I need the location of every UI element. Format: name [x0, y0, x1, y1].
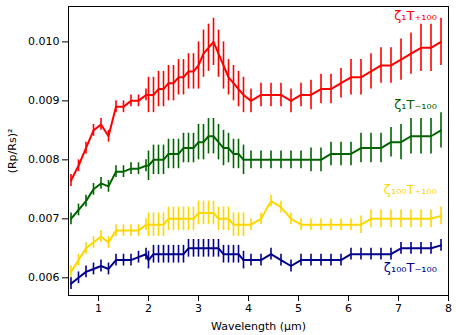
svg-text:3: 3	[195, 302, 202, 315]
svg-text:0.008: 0.008	[28, 153, 60, 166]
svg-text:7: 7	[395, 302, 402, 315]
svg-text:0.007: 0.007	[28, 212, 60, 225]
svg-text:4: 4	[245, 302, 252, 315]
svg-text:8: 8	[445, 302, 452, 315]
svg-text:2: 2	[145, 302, 152, 315]
svg-text:ζ₁T₋₁₀₀: ζ₁T₋₁₀₀	[394, 97, 437, 112]
svg-text:ζ₁₀₀T₋₁₀₀: ζ₁₀₀T₋₁₀₀	[384, 260, 437, 275]
svg-text:ζ₁T₊₁₀₀: ζ₁T₊₁₀₀	[394, 8, 437, 23]
svg-text:0.009: 0.009	[28, 94, 60, 107]
svg-text:Wavelength (μm): Wavelength (μm)	[211, 320, 306, 333]
svg-text:1: 1	[95, 302, 102, 315]
svg-text:0.010: 0.010	[28, 35, 60, 48]
svg-text:(Rp/Rs)²: (Rp/Rs)²	[6, 129, 19, 174]
svg-text:ζ₁₀₀T₊₁₀₀: ζ₁₀₀T₊₁₀₀	[384, 182, 437, 197]
svg-text:6: 6	[345, 302, 352, 315]
svg-text:0.006: 0.006	[28, 271, 60, 284]
svg-text:5: 5	[295, 302, 302, 315]
